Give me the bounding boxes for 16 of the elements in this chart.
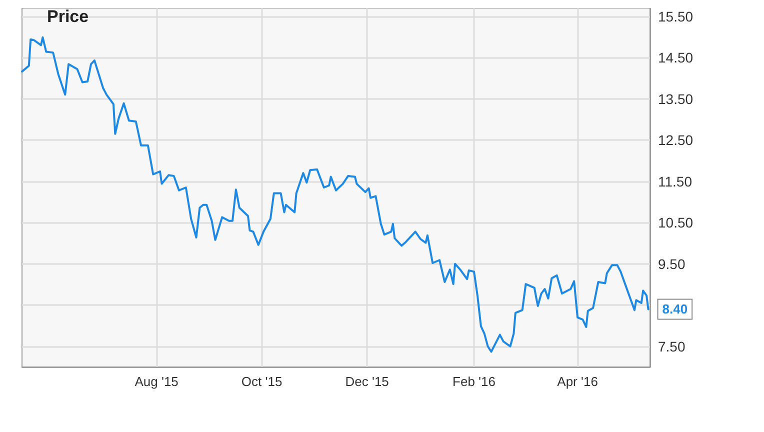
y-tick-label: 11.50 <box>658 173 692 190</box>
x-tick-label: Apr '16 <box>557 374 598 389</box>
y-tick-label: 12.50 <box>658 132 694 148</box>
x-tick-label: Aug '15 <box>134 374 178 389</box>
y-tick-label: 15.50 <box>658 8 694 24</box>
series-label: Price <box>47 7 89 26</box>
line-series <box>21 36 650 353</box>
y-tick-label: 9.50 <box>658 256 686 272</box>
y-tick-label: 7.50 <box>658 338 686 354</box>
annotation: 8.40 <box>662 302 688 317</box>
x-tick-label: Oct '15 <box>241 374 282 389</box>
y-tick-label: 10.50 <box>658 214 694 231</box>
x-tick-label: Dec '15 <box>345 374 389 389</box>
y-tick-label: 14.50 <box>658 50 694 66</box>
y-tick-label: 13.50 <box>658 90 694 107</box>
x-tick-label: Feb '16 <box>452 374 496 389</box>
